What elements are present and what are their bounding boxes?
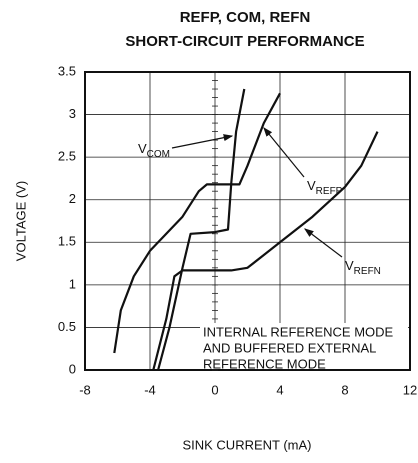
note-text: REFERENCE MODE: [203, 356, 326, 371]
label-sub: REFN: [354, 266, 381, 277]
data-line: [157, 88, 246, 371]
annotation-arrow: [171, 134, 234, 149]
x-tick-label: 4: [276, 382, 283, 397]
x-tick-label: -4: [144, 382, 156, 397]
y-tick-label: 2: [69, 191, 76, 206]
series-label: VCOM: [138, 141, 170, 159]
plot-frame: [84, 71, 411, 371]
chart-title: SHORT-CIRCUIT PERFORMANCE: [125, 33, 364, 50]
y-tick-label: 0: [69, 361, 76, 376]
y-axis-label: VOLTAGE (V): [13, 181, 28, 261]
data-line: [113, 92, 281, 354]
annotation-arrow: [304, 228, 343, 258]
y-tick-label: 3: [69, 106, 76, 121]
label-base: V: [307, 178, 316, 193]
x-tick-label: 8: [341, 382, 348, 397]
y-tick-label: 2.5: [58, 149, 76, 164]
x-tick-label: -8: [79, 382, 91, 397]
annotation-arrow: [263, 127, 305, 178]
y-tick-label: 3.5: [58, 63, 76, 78]
label-sub: COM: [147, 149, 170, 160]
chart-title: REFP, COM, REFN: [180, 9, 311, 26]
note-text: INTERNAL REFERENCE MODE: [203, 324, 394, 339]
label-sub: REFP: [316, 186, 343, 197]
series-label: VREFN: [345, 258, 381, 276]
y-tick-label: 1.5: [58, 234, 76, 249]
y-tick-label: 1: [69, 276, 76, 291]
data-line: [152, 131, 379, 371]
x-axis-label: SINK CURRENT (mA): [182, 437, 311, 452]
note-background: [200, 323, 408, 369]
series-label: VREFP: [307, 178, 343, 196]
y-tick-label: 0.5: [58, 319, 76, 334]
label-base: V: [138, 141, 147, 156]
note-text: AND BUFFERED EXTERNAL: [203, 340, 376, 355]
x-tick-label: 12: [403, 382, 417, 397]
label-base: V: [345, 258, 354, 273]
x-tick-label: 0: [211, 382, 218, 397]
